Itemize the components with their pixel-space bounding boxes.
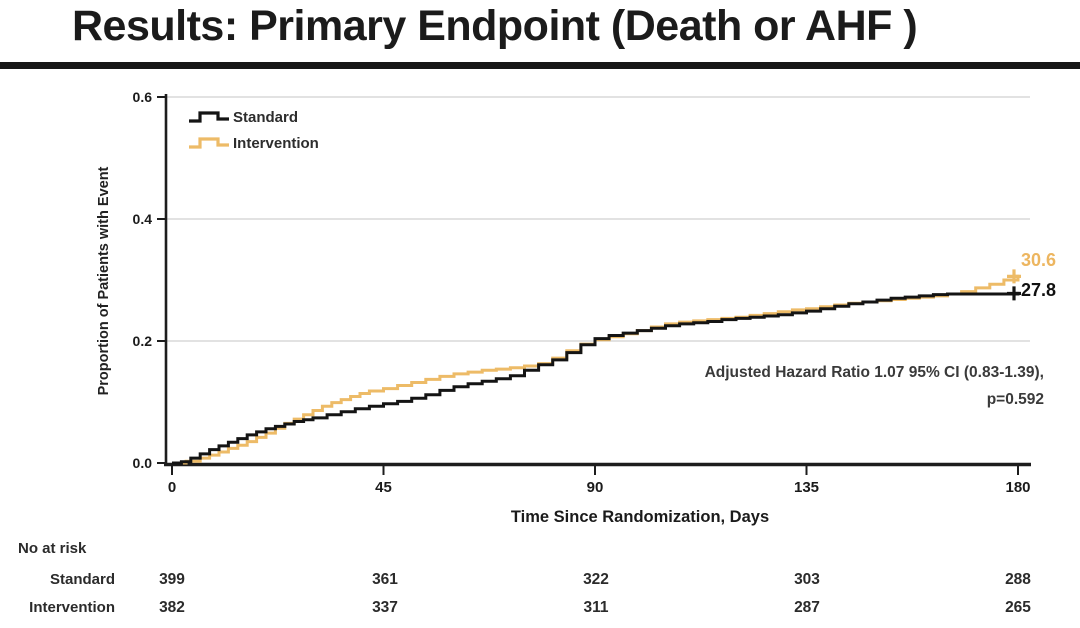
risk-count: 288 xyxy=(1005,571,1031,588)
risk-count: 287 xyxy=(794,599,820,616)
x-tick-label: 135 xyxy=(794,479,819,496)
legend-item-standard: Standard xyxy=(187,104,319,130)
y-tick-label: 0.6 xyxy=(133,89,153,105)
standard-end-value-label: 27.8 xyxy=(1021,280,1057,300)
risk-count: 399 xyxy=(159,571,185,588)
risk-row-label-standard: Standard xyxy=(49,571,115,588)
x-tick-label: 180 xyxy=(1005,479,1030,496)
standard-censor-plus-icon xyxy=(1007,286,1021,301)
risk-count: 337 xyxy=(372,599,398,616)
x-axis-title: Time Since Randomization, Days xyxy=(510,508,770,526)
risk-table-header: No at risk xyxy=(18,540,87,557)
risk-count: 322 xyxy=(583,571,609,588)
x-tick-label: 0 xyxy=(168,479,176,496)
hazard-ratio-annotation: Adjusted Hazard Ratio 1.07 95% CI (0.83-… xyxy=(705,359,1044,413)
risk-row-label-intervention: Intervention xyxy=(29,599,115,616)
standard-step-line-icon xyxy=(189,111,229,123)
hazard-ratio-line: Adjusted Hazard Ratio 1.07 95% CI (0.83-… xyxy=(704,364,1044,381)
risk-count: 265 xyxy=(1005,599,1031,616)
legend-item-intervention: Intervention xyxy=(187,130,319,156)
risk-count: 382 xyxy=(159,599,185,616)
legend: Standard Intervention xyxy=(187,104,319,156)
y-tick-label: 0.2 xyxy=(133,333,153,349)
x-tick-label: 90 xyxy=(587,479,604,496)
intervention-censor-plus-icon xyxy=(1007,269,1021,284)
legend-label-standard: Standard xyxy=(233,108,299,126)
standard-curve xyxy=(172,291,1020,465)
y-tick-label: 0.0 xyxy=(133,455,153,471)
intervention-step-line-icon xyxy=(189,137,229,149)
p-value-line: p=0.592 xyxy=(986,391,1044,408)
intervention-end-value-label: 30.6 xyxy=(1021,250,1057,270)
risk-count: 303 xyxy=(794,571,820,588)
legend-label-intervention: Intervention xyxy=(233,134,319,152)
y-tick-label: 0.4 xyxy=(133,211,153,227)
page-title: Results: Primary Endpoint (Death or AHF … xyxy=(72,2,918,50)
title-divider xyxy=(0,62,1080,69)
x-tick-label: 45 xyxy=(375,479,392,496)
risk-count: 311 xyxy=(583,599,609,616)
risk-count: 361 xyxy=(372,571,398,588)
